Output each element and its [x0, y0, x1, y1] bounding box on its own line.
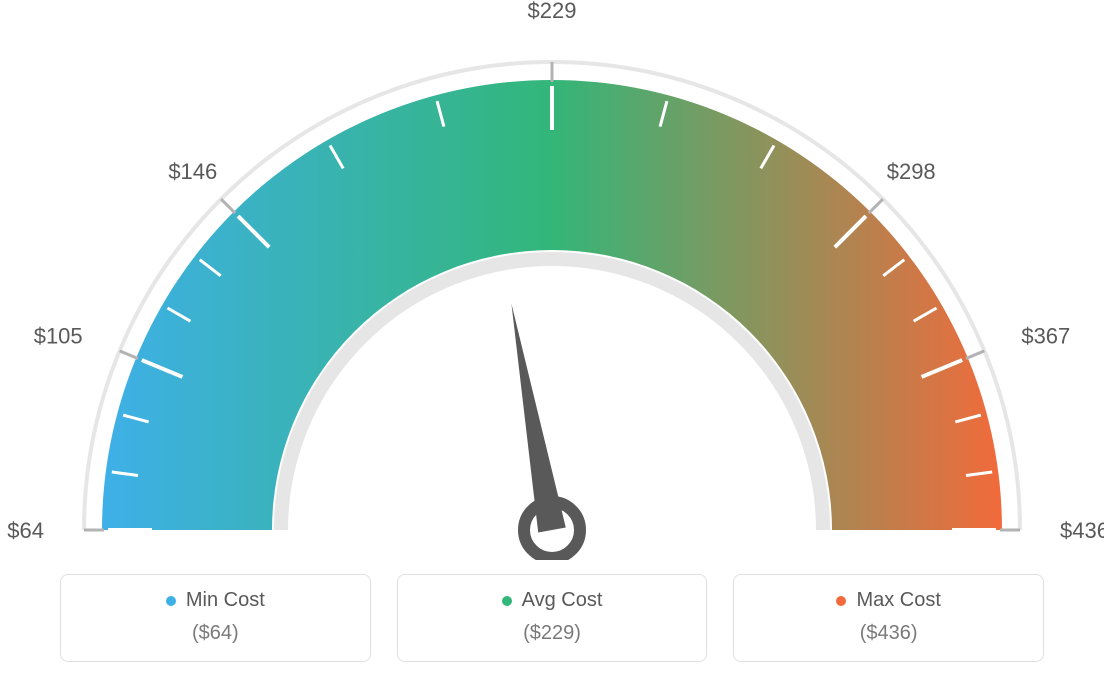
gauge-chart: $64 $105 $146 $229 $298 $367 $436 — [0, 0, 1104, 560]
gauge-tick-label-3: $229 — [528, 0, 577, 23]
legend-title-avg: Avg Cost — [502, 589, 603, 612]
gauge-arc — [102, 80, 1002, 530]
gauge-scale-tick — [966, 351, 984, 359]
gauge-tick-label-5: $367 — [1021, 324, 1070, 349]
legend-value-min: ($64) — [71, 622, 360, 645]
legend-title-max: Max Cost — [836, 589, 940, 612]
legend-card-max: Max Cost ($436) — [733, 574, 1044, 662]
legend-dot-max — [836, 596, 846, 606]
legend-value-avg: ($229) — [408, 622, 697, 645]
gauge-tick-label-4: $298 — [887, 159, 936, 184]
chart-container: $64 $105 $146 $229 $298 $367 $436 Min Cost ($6… — [0, 0, 1104, 690]
legend-title-avg-text: Avg Cost — [522, 589, 603, 612]
gauge-tick-label-6: $436 — [1060, 518, 1104, 543]
legend-title-max-text: Max Cost — [856, 589, 940, 612]
gauge-tick-label-1: $105 — [34, 324, 83, 349]
legend-card-min: Min Cost ($64) — [60, 574, 371, 662]
legend-value-max: ($436) — [744, 622, 1033, 645]
gauge-scale-tick — [120, 351, 138, 359]
legend-dot-avg — [502, 596, 512, 606]
legend-card-avg: Avg Cost ($229) — [397, 574, 708, 662]
legend-title-min: Min Cost — [166, 589, 265, 612]
gauge-scale-tick — [869, 199, 883, 213]
legend-row: Min Cost ($64) Avg Cost ($229) Max Cost … — [60, 574, 1044, 662]
legend-title-min-text: Min Cost — [186, 589, 265, 612]
gauge-svg: $64 $105 $146 $229 $298 $367 $436 — [0, 0, 1104, 560]
gauge-tick-label-2: $146 — [168, 159, 217, 184]
gauge-scale-tick — [221, 199, 235, 213]
gauge-tick-label-0: $64 — [7, 518, 44, 543]
legend-dot-min — [166, 596, 176, 606]
